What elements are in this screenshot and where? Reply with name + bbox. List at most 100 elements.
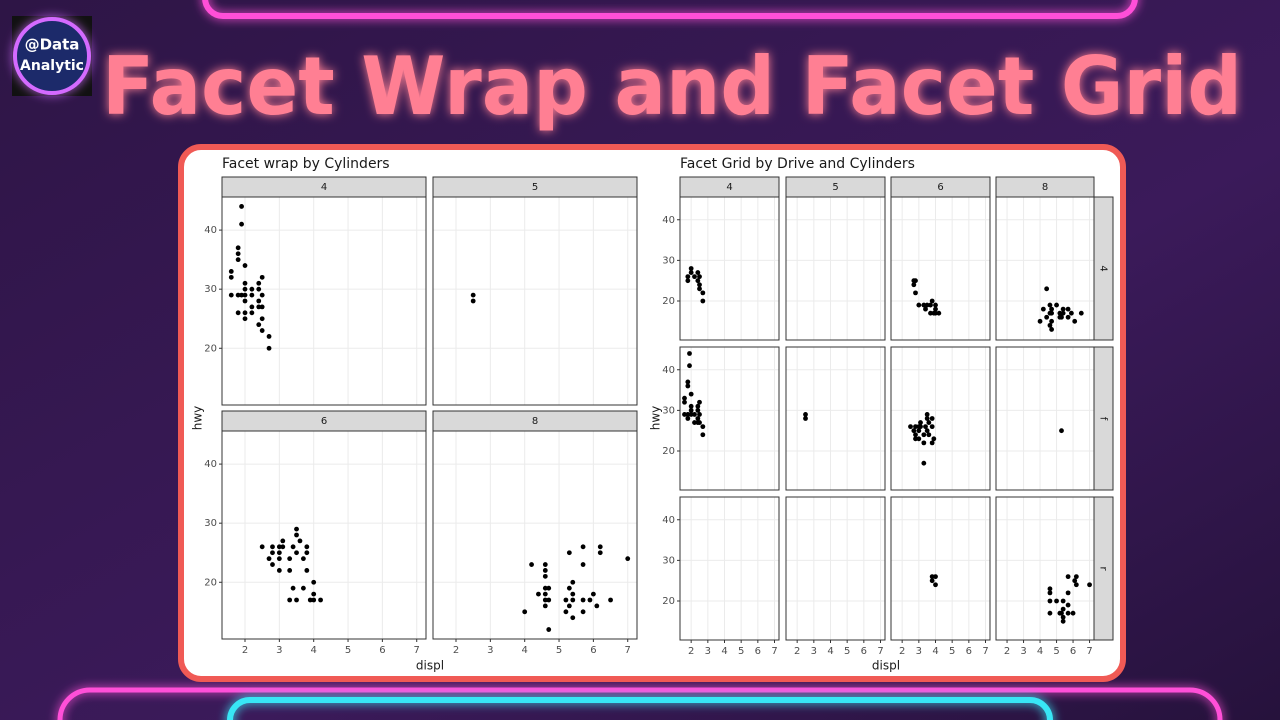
neon-bottom-cyan xyxy=(227,697,1053,720)
point xyxy=(256,286,262,292)
y-tick-label: 20 xyxy=(204,343,217,354)
point xyxy=(697,282,702,288)
point xyxy=(270,550,275,556)
point xyxy=(542,603,548,609)
panel-background xyxy=(891,497,990,640)
chart-title: Facet Grid by Drive and Cylinders xyxy=(680,156,915,172)
point xyxy=(1068,310,1074,316)
point xyxy=(580,562,586,567)
point xyxy=(570,591,576,597)
point xyxy=(242,310,248,316)
point xyxy=(625,556,631,562)
panel-border xyxy=(679,496,780,641)
point xyxy=(294,550,299,556)
point xyxy=(259,328,265,333)
x-tick-label: 5 xyxy=(1053,646,1059,657)
strip-label: 8 xyxy=(1042,182,1048,193)
panel-background xyxy=(222,197,426,405)
point xyxy=(1047,302,1053,308)
point xyxy=(685,274,691,280)
panel-border xyxy=(679,346,780,491)
point xyxy=(1054,598,1059,604)
chart-title: Facet wrap by Cylinders xyxy=(222,156,390,172)
badge-line: @Data xyxy=(25,36,80,54)
point xyxy=(700,290,706,296)
x-tick-label: 2 xyxy=(1004,646,1010,657)
point xyxy=(242,292,248,298)
panel-border xyxy=(785,496,886,641)
panel-background xyxy=(433,197,637,405)
point xyxy=(546,627,552,632)
point xyxy=(522,609,528,615)
point xyxy=(287,568,293,573)
panel-background xyxy=(786,197,885,340)
y-tick-label: 20 xyxy=(662,446,675,457)
point xyxy=(682,395,687,401)
point xyxy=(1047,610,1053,616)
point xyxy=(933,302,938,308)
point xyxy=(682,412,687,417)
point xyxy=(297,538,303,544)
point xyxy=(923,306,928,312)
point xyxy=(276,544,282,550)
point xyxy=(287,556,293,562)
point xyxy=(1049,327,1054,332)
neon-top xyxy=(202,0,1138,19)
panel-background xyxy=(786,347,885,490)
point xyxy=(294,597,299,603)
x-tick-label: 3 xyxy=(1020,646,1026,657)
point xyxy=(563,597,569,603)
point xyxy=(546,597,552,603)
point xyxy=(929,416,935,421)
panel-border xyxy=(995,196,1095,341)
point xyxy=(926,432,932,438)
y-tick-label: 30 xyxy=(662,255,675,266)
point xyxy=(270,562,275,567)
point xyxy=(1057,610,1063,616)
point xyxy=(913,290,918,296)
point xyxy=(688,266,694,271)
point xyxy=(695,403,701,409)
point xyxy=(1065,574,1071,580)
strip-label: 4 xyxy=(726,182,732,193)
point xyxy=(242,263,248,268)
x-tick-label: 6 xyxy=(1070,646,1076,657)
y-tick-label: 20 xyxy=(662,596,675,607)
y-tick-label: 40 xyxy=(662,365,675,376)
x-tick-label: 5 xyxy=(844,646,850,657)
point xyxy=(933,310,938,316)
point xyxy=(287,597,293,603)
x-tick-label: 6 xyxy=(379,645,385,656)
point xyxy=(688,407,694,413)
y-tick-label: 40 xyxy=(662,215,675,226)
point xyxy=(685,379,691,385)
point xyxy=(256,280,262,286)
point xyxy=(700,432,706,438)
point xyxy=(695,270,701,275)
point xyxy=(928,310,933,316)
panel-border xyxy=(995,496,1095,641)
point xyxy=(688,403,694,409)
point xyxy=(228,269,234,274)
point xyxy=(304,544,310,550)
y-tick-label: 30 xyxy=(662,555,675,566)
point xyxy=(311,591,317,597)
point xyxy=(235,292,241,298)
point xyxy=(928,302,933,308)
point xyxy=(1060,306,1066,312)
point xyxy=(580,597,586,603)
point xyxy=(1065,590,1071,596)
neon-bottom-pink xyxy=(57,687,1223,720)
point xyxy=(1047,322,1053,328)
point xyxy=(256,304,262,310)
point xyxy=(300,585,306,591)
panel-background xyxy=(433,431,637,639)
panel-background xyxy=(222,431,426,639)
x-tick-label: 4 xyxy=(522,645,528,656)
point xyxy=(290,585,296,591)
point xyxy=(597,544,603,550)
strip-label: 6 xyxy=(321,416,327,427)
point xyxy=(913,278,918,284)
x-tick-label: 5 xyxy=(345,645,351,656)
panel-border xyxy=(432,196,638,406)
